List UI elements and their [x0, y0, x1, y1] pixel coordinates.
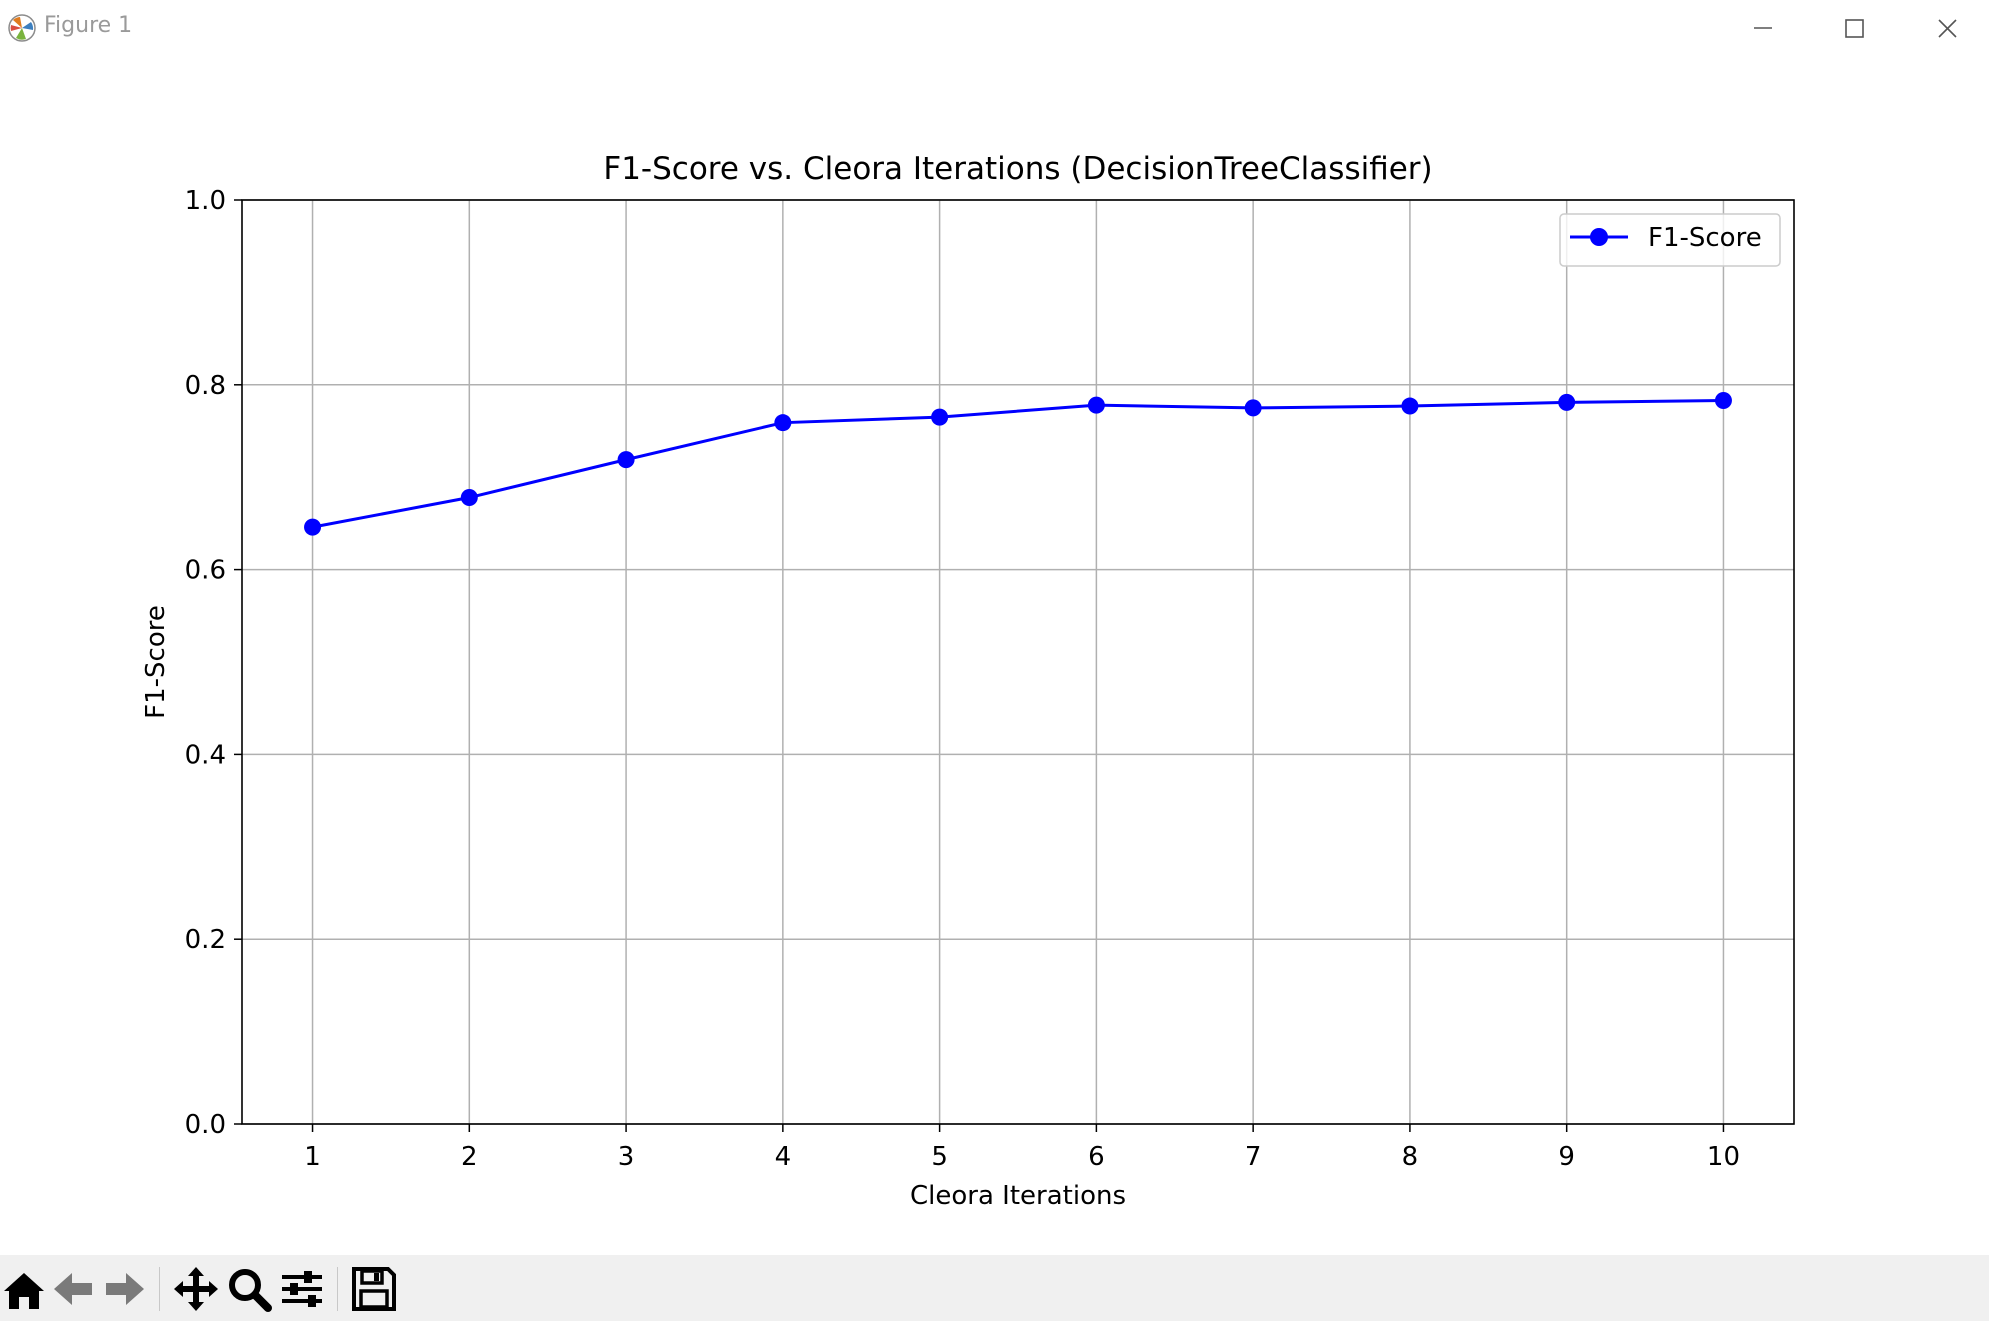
grid-layer: [242, 199, 1794, 1125]
y-tick-label: 0.2: [185, 925, 226, 955]
matplotlib-logo-icon: [7, 13, 37, 43]
y-tick-label: 0.0: [185, 1110, 226, 1140]
x-tick-label: 9: [1558, 1142, 1575, 1172]
data-point-marker: [1244, 399, 1262, 417]
x-tick-label: 2: [461, 1142, 478, 1172]
legend: F1-Score: [1559, 213, 1781, 267]
toolbar-separator: [159, 1267, 160, 1311]
back-arrow-icon[interactable]: [50, 1265, 98, 1313]
data-point-marker: [617, 451, 635, 469]
x-tick-label: 1: [304, 1142, 321, 1172]
y-axis-label: F1-Score: [141, 605, 171, 719]
data-point-marker: [460, 489, 478, 507]
home-icon[interactable]: [0, 1265, 48, 1313]
x-tick-label: 3: [618, 1142, 635, 1172]
toolbar-separator: [337, 1267, 338, 1311]
configure-subplots-icon[interactable]: [278, 1265, 326, 1313]
window-title: Figure 1: [44, 13, 133, 38]
figure-canvas: 1 2 3 4 5 6 7 8 9 10 0.0 0.2 0.4 0.6 0.8 1.0 F1-Score v…: [0, 58, 1989, 1255]
data-point-marker: [774, 414, 792, 432]
y-tick-label: 0.6: [185, 556, 226, 586]
x-tick-label: 5: [931, 1142, 948, 1172]
x-axis-label: Cleora Iterations: [910, 1181, 1126, 1211]
y-tick-label: 0.4: [185, 740, 226, 770]
data-point-marker: [931, 408, 949, 426]
forward-arrow-icon[interactable]: [100, 1265, 148, 1313]
legend-box: [1559, 213, 1781, 267]
window-titlebar: Figure 1: [0, 0, 1989, 58]
chart-title: F1-Score vs. Cleora Iterations (Decision…: [603, 151, 1432, 187]
minimize-icon[interactable]: [1746, 12, 1780, 46]
close-icon[interactable]: [1930, 12, 1964, 46]
legend-label: F1-Score: [1648, 223, 1762, 253]
line-chart: 1 2 3 4 5 6 7 8 9 10 0.0 0.2 0.4 0.6 0.8 1.0 F1-Score v…: [141, 151, 1795, 1211]
x-tick-label: 6: [1088, 1142, 1105, 1172]
legend-marker-swatch: [1590, 228, 1608, 246]
data-point-marker: [1087, 396, 1105, 414]
x-tick-label: 4: [775, 1142, 792, 1172]
y-tick-label: 0.8: [185, 371, 226, 401]
data-point-marker: [1558, 393, 1576, 411]
y-tick-label: 1.0: [185, 186, 226, 216]
series-layer: [304, 392, 1732, 536]
data-point-marker: [1401, 397, 1419, 415]
x-tick-label: 10: [1707, 1142, 1740, 1172]
maximize-icon[interactable]: [1837, 12, 1871, 46]
data-point-marker: [304, 518, 322, 536]
x-tick-label: 8: [1402, 1142, 1419, 1172]
save-floppy-icon[interactable]: [350, 1265, 398, 1313]
pan-move-icon[interactable]: [172, 1265, 220, 1313]
axes-frame: [241, 199, 1795, 1125]
navigation-toolbar: [0, 1255, 1989, 1321]
series-line: [312, 399, 1724, 529]
ticks-layer: 1 2 3 4 5 6 7 8 9 10 0.0 0.2 0.4 0.6 0.8 1.0: [185, 186, 1740, 1172]
x-tick-label: 7: [1245, 1142, 1262, 1172]
zoom-magnifier-icon[interactable]: [225, 1265, 273, 1313]
data-point-marker: [1714, 392, 1732, 410]
